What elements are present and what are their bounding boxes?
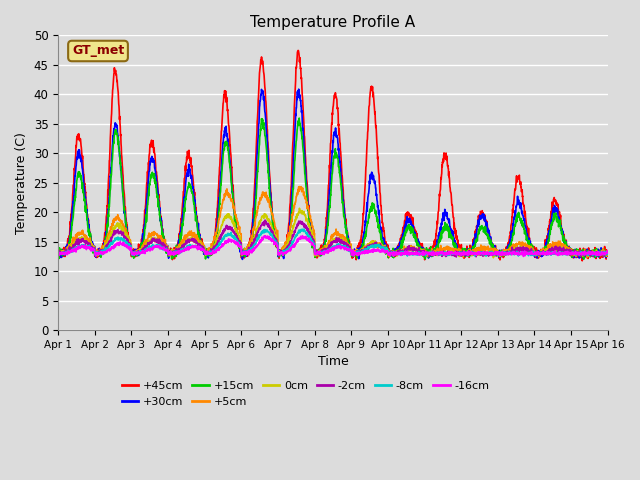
Line: 0cm: 0cm (58, 208, 608, 258)
+15cm (54, 252, 62, 257)
+45cm (361, 187, 369, 192)
-2cm (261, 217, 269, 223)
-2cm (452, 254, 460, 260)
+15cm (556, 221, 563, 227)
-8cm (349, 250, 356, 256)
+45cm (294, 48, 302, 53)
-2cm (493, 250, 501, 256)
+45cm (207, 252, 215, 258)
+5cm (54, 249, 62, 255)
0cm (604, 251, 612, 257)
+30cm (604, 249, 612, 254)
-16cm (556, 251, 563, 257)
-8cm (361, 247, 369, 253)
+30cm (54, 249, 62, 254)
-16cm (493, 250, 500, 255)
Line: +5cm: +5cm (58, 187, 608, 258)
Line: +15cm: +15cm (58, 118, 608, 259)
-2cm (54, 251, 62, 256)
0cm (207, 246, 215, 252)
+15cm (571, 251, 579, 257)
+30cm (349, 253, 357, 259)
-2cm (207, 248, 215, 253)
-2cm (556, 247, 563, 252)
+15cm (493, 253, 500, 259)
+5cm (349, 249, 356, 255)
+5cm (556, 242, 563, 248)
+5cm (583, 255, 591, 261)
X-axis label: Time: Time (317, 355, 348, 368)
0cm (54, 251, 62, 257)
-16cm (299, 233, 307, 239)
-2cm (604, 249, 612, 255)
0cm (493, 252, 501, 257)
+5cm (493, 247, 500, 252)
+30cm (571, 251, 579, 257)
Title: Temperature Profile A: Temperature Profile A (250, 15, 415, 30)
+45cm (604, 253, 612, 259)
+45cm (571, 250, 579, 256)
-8cm (556, 250, 563, 255)
Line: -2cm: -2cm (58, 220, 608, 257)
-8cm (54, 251, 62, 257)
0cm (571, 250, 579, 256)
-8cm (493, 251, 501, 256)
+15cm (580, 256, 588, 262)
-8cm (604, 250, 612, 256)
+45cm (349, 252, 356, 258)
+5cm (296, 184, 303, 190)
-16cm (571, 251, 579, 257)
Y-axis label: Temperature (C): Temperature (C) (15, 132, 28, 234)
+15cm (349, 249, 356, 255)
-2cm (349, 251, 356, 257)
+5cm (207, 240, 215, 246)
0cm (361, 247, 369, 252)
-8cm (207, 250, 215, 255)
+30cm (239, 256, 246, 262)
Line: +45cm: +45cm (58, 50, 608, 261)
0cm (349, 250, 356, 256)
-16cm (54, 252, 62, 257)
-2cm (571, 247, 579, 253)
+30cm (295, 86, 303, 92)
0cm (490, 255, 497, 261)
-16cm (361, 250, 369, 256)
+5cm (571, 250, 579, 255)
+45cm (493, 250, 500, 256)
+15cm (295, 115, 303, 121)
+30cm (207, 249, 215, 255)
+15cm (207, 248, 215, 254)
+30cm (361, 222, 369, 228)
+15cm (361, 236, 369, 241)
0cm (296, 205, 303, 211)
Line: -8cm: -8cm (58, 229, 608, 256)
+5cm (361, 243, 369, 249)
-16cm (604, 250, 612, 255)
+45cm (54, 247, 62, 252)
-16cm (520, 253, 527, 259)
+45cm (579, 258, 586, 264)
Legend: +45cm, +30cm, +15cm, +5cm, 0cm, -2cm, -8cm, -16cm: +45cm, +30cm, +15cm, +5cm, 0cm, -2cm, -8… (117, 377, 493, 411)
+5cm (604, 252, 612, 258)
-8cm (571, 252, 579, 257)
Line: -16cm: -16cm (58, 236, 608, 256)
-16cm (207, 250, 215, 256)
+15cm (604, 251, 612, 257)
-16cm (349, 251, 356, 257)
-8cm (300, 226, 308, 232)
+30cm (556, 222, 563, 228)
0cm (556, 246, 563, 252)
-8cm (482, 253, 490, 259)
+45cm (556, 210, 563, 216)
Line: +30cm: +30cm (58, 89, 608, 259)
+30cm (493, 248, 501, 253)
-2cm (361, 245, 369, 251)
Text: GT_met: GT_met (72, 45, 124, 58)
